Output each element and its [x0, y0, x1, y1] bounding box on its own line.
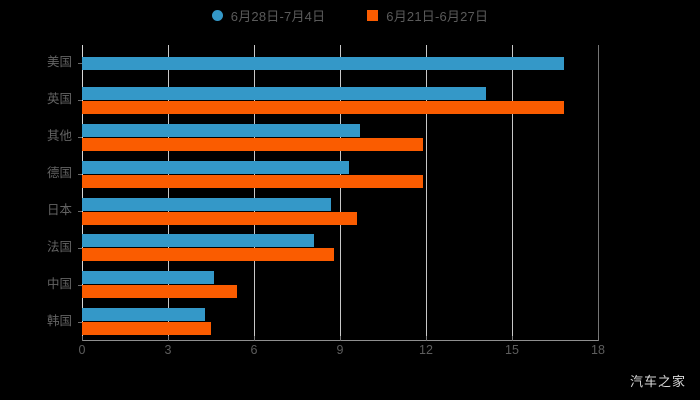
- bar-series-2[interactable]: [82, 211, 357, 225]
- legend-square-icon: [367, 9, 379, 21]
- y-axis-line: [82, 45, 83, 340]
- bar-series-2[interactable]: [82, 322, 211, 336]
- gridline: [598, 45, 599, 340]
- chart-legend: 6月28日-7月4日 6月21日-6月27日: [0, 0, 700, 30]
- bar-series-2[interactable]: [82, 174, 423, 188]
- legend-circle-icon: [211, 9, 223, 21]
- gridline: [254, 45, 255, 340]
- bar-group: [82, 82, 598, 119]
- y-axis-tick-label: 美国: [46, 55, 72, 69]
- y-axis-tick-mark: [78, 100, 82, 101]
- legend-item-series-2[interactable]: 6月21日-6月27日: [367, 6, 488, 25]
- bar-group: [82, 266, 598, 303]
- bar-series-2[interactable]: [82, 137, 423, 151]
- legend-label-series-1: 6月28日-7月4日: [230, 8, 326, 24]
- y-axis-tick-mark: [78, 285, 82, 286]
- gridline: [426, 45, 427, 340]
- y-axis-tick-mark: [78, 322, 82, 323]
- x-axis-tick-label: 18: [591, 343, 605, 357]
- y-axis-tick-label: 英国: [46, 92, 72, 106]
- y-axis-tick-mark: [78, 137, 82, 138]
- y-axis-tick-mark: [78, 63, 82, 64]
- y-axis-tick-label: 日本: [46, 203, 72, 217]
- bar-group: [82, 119, 598, 156]
- x-axis-tick-label: 12: [419, 343, 433, 357]
- gridline: [512, 45, 513, 340]
- bar-group: [82, 156, 598, 193]
- bar-group: [82, 229, 598, 266]
- y-axis-tick-mark: [78, 248, 82, 249]
- bar-series-1[interactable]: [82, 271, 214, 285]
- legend-item-series-1[interactable]: 6月28日-7月4日: [211, 6, 326, 25]
- y-axis-tick-mark: [78, 211, 82, 212]
- y-axis-tick-label: 德国: [46, 166, 72, 180]
- x-axis-tick-mark: [254, 336, 255, 341]
- bar-series-1[interactable]: [82, 197, 331, 211]
- y-axis-tick-label: 中国: [46, 277, 72, 291]
- plot-area: [82, 45, 599, 340]
- bar-series-1[interactable]: [82, 86, 486, 100]
- y-axis-tick-label: 韩国: [46, 314, 72, 328]
- bar-group: [82, 193, 598, 230]
- bar-series-1[interactable]: [82, 57, 564, 70]
- gridline: [340, 45, 341, 340]
- x-axis-tick-mark: [426, 336, 427, 341]
- bar-series-2[interactable]: [82, 285, 237, 299]
- x-axis-tick-mark: [598, 336, 599, 341]
- bar-series-1[interactable]: [82, 123, 360, 137]
- x-axis-tick-label: 3: [164, 343, 172, 357]
- bar-series-2[interactable]: [82, 248, 334, 262]
- gridline: [168, 45, 169, 340]
- legend-label-series-2: 6月21日-6月27日: [386, 8, 489, 24]
- y-axis-tick-mark: [78, 174, 82, 175]
- bar-series-1[interactable]: [82, 234, 314, 248]
- x-axis-tick-label: 6: [250, 343, 258, 357]
- x-axis-tick-mark: [82, 336, 83, 341]
- x-axis-tick-label: 9: [336, 343, 344, 357]
- y-axis-tick-label: 法国: [46, 240, 72, 254]
- x-axis-tick-mark: [340, 336, 341, 341]
- bar-series-1[interactable]: [82, 160, 349, 174]
- bar-group: [82, 45, 598, 82]
- x-axis-tick-label: 0: [78, 343, 86, 357]
- bar-group: [82, 303, 598, 340]
- x-axis-tick-mark: [168, 336, 169, 341]
- bar-series-2[interactable]: [82, 100, 564, 114]
- watermark-label: 汽车之家: [629, 374, 686, 389]
- x-axis-tick-label: 15: [505, 343, 519, 357]
- y-axis-tick-label: 其他: [46, 129, 72, 143]
- bar-series-1[interactable]: [82, 308, 205, 322]
- x-axis-tick-mark: [512, 336, 513, 341]
